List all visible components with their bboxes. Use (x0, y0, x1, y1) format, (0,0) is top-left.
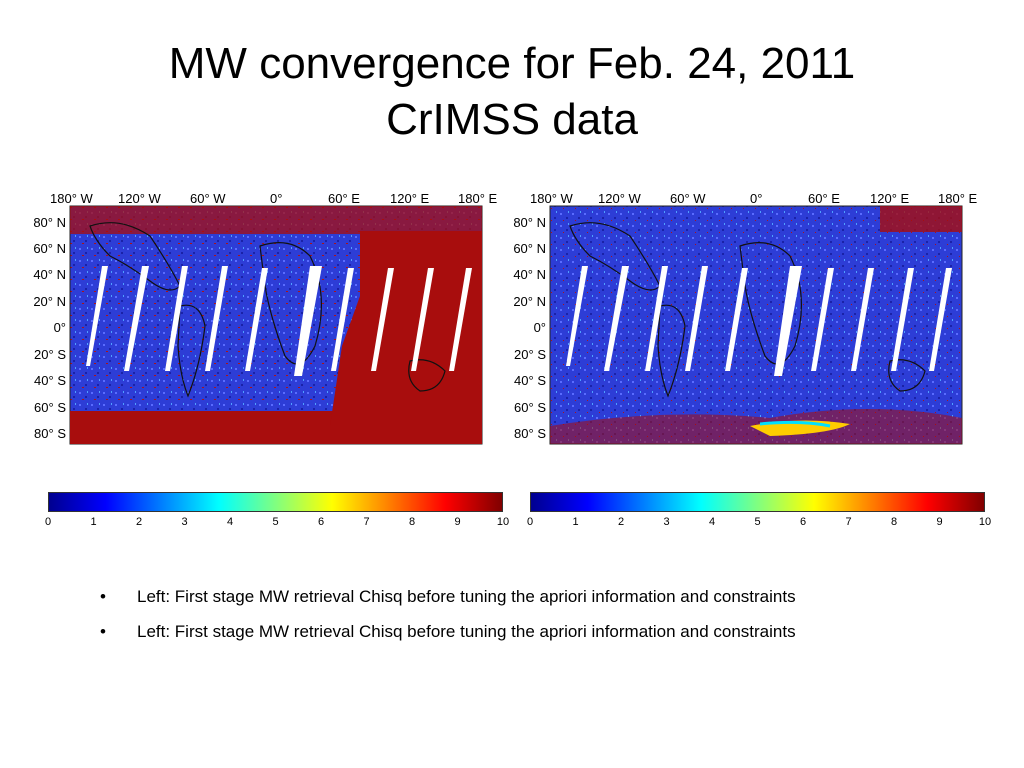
right-colorbar-strip (530, 492, 985, 512)
bullet-item: • Left: First stage MW retrieval Chisq b… (96, 619, 896, 644)
left-lat-label-6: 40° S (34, 373, 66, 388)
right-map-graphic (549, 205, 963, 445)
left-lat-label-5: 20° S (34, 347, 66, 362)
right-lon-label-2: 60° W (670, 191, 706, 206)
left-chisq-map: 180° W 120° W 60° W 0° 60° E 120° E 180°… (30, 186, 510, 452)
left-colorbar-tick-10: 10 (496, 516, 510, 528)
slide-title: MW convergence for Feb. 24, 2011 CrIMSS … (60, 36, 964, 148)
right-lat-label-6: 40° S (514, 373, 546, 388)
bullet-marker: • (100, 622, 106, 641)
right-chisq-map: 180° W 120° W 60° W 0° 60° E 120° E 180°… (510, 186, 990, 452)
right-lat-label-0: 80° N (513, 215, 546, 230)
right-lon-label-1: 120° W (598, 191, 641, 206)
right-colorbar-tick-2: 2 (617, 516, 625, 528)
right-lat-label-7: 60° S (514, 400, 546, 415)
left-lon-label-0: 180° W (50, 191, 93, 206)
left-colorbar-tick-4: 4 (226, 516, 234, 528)
left-lat-label-7: 60° S (34, 400, 66, 415)
title-line-2: CrIMSS data (386, 95, 638, 144)
right-colorbar-tick-4: 4 (708, 516, 716, 528)
right-colorbar-tick-6: 6 (799, 516, 807, 528)
bullet-marker: • (100, 587, 106, 606)
bullet-text: Left: First stage MW retrieval Chisq bef… (137, 622, 796, 641)
right-lat-label-1: 60° N (513, 241, 546, 256)
left-lon-label-3: 0° (270, 191, 283, 206)
bullet-list: • Left: First stage MW retrieval Chisq b… (96, 584, 896, 654)
right-lon-label-0: 180° W (530, 191, 573, 206)
right-lat-label-8: 80° S (514, 426, 546, 441)
left-lat-label-3: 20° N (33, 294, 66, 309)
right-colorbar-tick-10: 10 (978, 516, 992, 528)
left-lat-label-4: 0° (53, 320, 66, 335)
left-lat-label-1: 60° N (33, 241, 66, 256)
left-lon-label-5: 120° E (390, 191, 430, 206)
right-lon-label-3: 0° (750, 191, 763, 206)
left-colorbar-tick-7: 7 (363, 516, 370, 528)
left-map-graphic (69, 205, 483, 445)
left-colorbar-tick-9: 9 (454, 516, 461, 528)
left-colorbar-tick-8: 8 (408, 516, 416, 528)
right-lat-label-5: 20° S (514, 347, 546, 362)
bullet-text: Left: First stage MW retrieval Chisq bef… (137, 587, 796, 606)
bullet-item: • Left: First stage MW retrieval Chisq b… (96, 584, 896, 609)
left-colorbar-tick-5: 5 (272, 516, 279, 528)
left-colorbar-strip (48, 492, 503, 512)
right-colorbar-tick-9: 9 (936, 516, 943, 528)
left-lat-label-0: 80° N (33, 215, 66, 230)
right-lon-label-5: 120° E (870, 191, 910, 206)
left-colorbar-tick-2: 2 (135, 516, 143, 528)
left-colorbar-tick-3: 3 (181, 516, 188, 528)
right-colorbar-tick-5: 5 (754, 516, 761, 528)
left-lon-label-1: 120° W (118, 191, 161, 206)
left-lon-label-2: 60° W (190, 191, 226, 206)
right-colorbar-tick-3: 3 (663, 516, 670, 528)
left-lon-label-6: 180° E (458, 191, 498, 206)
right-colorbar-tick-8: 8 (890, 516, 898, 528)
title-line-1: MW convergence for Feb. 24, 2011 (168, 39, 856, 88)
right-lon-label-4: 60° E (808, 191, 840, 206)
right-lat-label-3: 20° N (513, 294, 546, 309)
right-colorbar-tick-0: 0 (526, 516, 534, 528)
left-lat-label-2: 40° N (33, 267, 66, 282)
left-lon-label-4: 60° E (328, 191, 360, 206)
left-lat-label-8: 80° S (34, 426, 66, 441)
right-lat-label-2: 40° N (513, 267, 546, 282)
left-colorbar-tick-6: 6 (317, 516, 325, 528)
right-colorbar-tick-7: 7 (845, 516, 852, 528)
left-colorbar-tick-1: 1 (90, 516, 97, 528)
left-colorbar-tick-0: 0 (44, 516, 52, 528)
right-colorbar-tick-1: 1 (572, 516, 579, 528)
right-lon-label-6: 180° E (938, 191, 978, 206)
right-lat-label-4: 0° (533, 320, 546, 335)
